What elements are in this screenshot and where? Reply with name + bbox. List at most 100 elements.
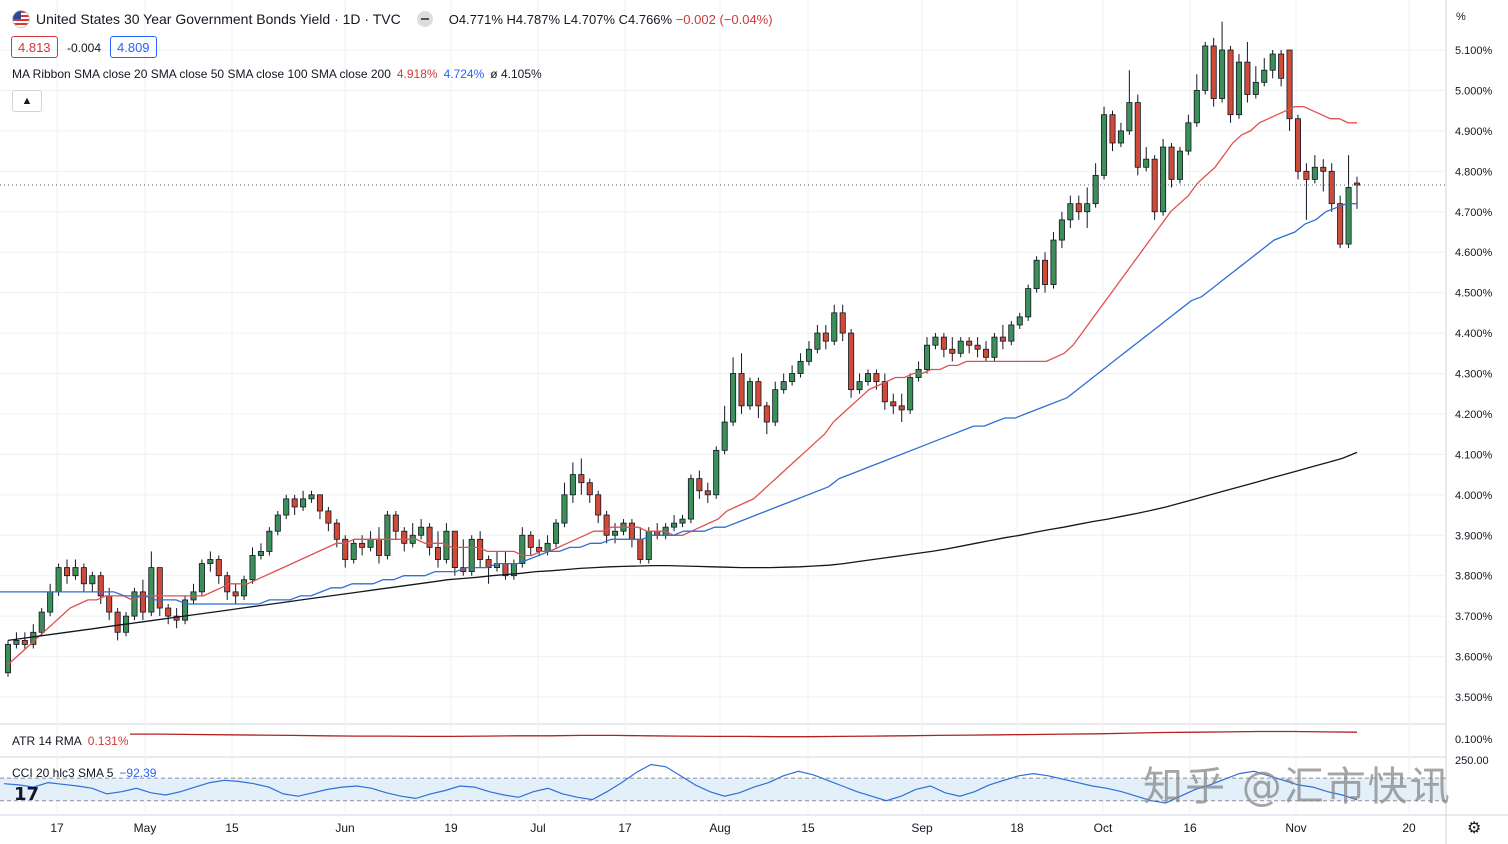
y-tick-label: 4.700%: [1455, 207, 1493, 219]
candle-body: [569, 474, 576, 496]
candle-body: [595, 494, 602, 516]
candle-body: [890, 401, 897, 407]
candle-body: [1345, 187, 1352, 245]
candle-body: [55, 567, 62, 593]
candle-body: [350, 542, 357, 560]
candle-body: [426, 526, 433, 548]
candle-body: [704, 490, 711, 496]
candle-body: [1202, 45, 1209, 91]
x-tick-label: Oct: [1094, 821, 1113, 835]
candle-body: [839, 312, 846, 334]
candle-body: [932, 336, 939, 346]
candle-body: [232, 591, 239, 597]
tradingview-logo[interactable]: 17: [14, 784, 40, 805]
candle-body: [1176, 150, 1183, 180]
candle-body: [881, 381, 888, 403]
cci-value: −92.39: [119, 766, 157, 780]
ma-line-1: [0, 203, 1357, 605]
symbol-title[interactable]: United States 30 Year Government Bonds Y…: [36, 11, 401, 27]
candle-body: [907, 377, 914, 411]
gear-icon[interactable]: ⚙: [1467, 820, 1482, 837]
candle-body: [966, 340, 973, 346]
candle-body: [249, 555, 256, 581]
y-tick-label: 4.300%: [1455, 369, 1493, 381]
buy-price-box[interactable]: 4.809: [110, 36, 157, 58]
candle-body: [367, 538, 374, 548]
candle-body: [21, 639, 28, 645]
us-flag-icon: [12, 10, 30, 28]
candle-body: [375, 538, 382, 556]
x-tick-label: Aug: [709, 821, 730, 835]
candle-body: [797, 360, 804, 374]
candle-body: [738, 373, 745, 407]
candle-body: [1337, 203, 1344, 245]
candle-body: [1219, 49, 1226, 99]
candle-body: [1050, 239, 1057, 285]
y-tick-label: 3.800%: [1455, 571, 1493, 583]
candle-body: [687, 478, 694, 520]
candle-body: [561, 494, 568, 524]
atr-label: ATR 14 RMA: [12, 734, 82, 748]
atr-value: 0.131%: [87, 734, 129, 748]
ma-ribbon-legend[interactable]: MA Ribbon SMA close 20 SMA close 50 SMA …: [12, 67, 542, 81]
x-tick-label: 17: [618, 821, 632, 835]
candle-body: [1185, 122, 1192, 152]
ma-ribbon-label: MA Ribbon SMA close 20 SMA close 50 SMA …: [12, 67, 391, 81]
candle-body: [114, 611, 121, 633]
candle-body: [553, 522, 560, 544]
candle-body: [13, 639, 20, 645]
candle-body: [999, 336, 1006, 342]
collapse-legend-button[interactable]: ▲: [12, 90, 42, 112]
x-tick-label: Nov: [1285, 821, 1306, 835]
watermark-text: 知乎 @汇市快讯: [1143, 764, 1452, 810]
candle-body: [898, 405, 905, 411]
candle-body: [325, 510, 332, 524]
candle-body: [198, 563, 205, 593]
candle-body: [679, 518, 686, 524]
candle-body: [1320, 166, 1327, 172]
candle-body: [434, 546, 442, 560]
candle-body: [300, 498, 307, 508]
x-tick-label: 19: [444, 821, 458, 835]
candle-body: [1168, 146, 1175, 180]
candle-body: [156, 567, 163, 609]
candle-body: [468, 538, 475, 573]
candle-body: [1134, 102, 1141, 168]
cci-axis-label: 250.00: [1455, 755, 1489, 767]
candle-body: [789, 373, 796, 382]
candle-body: [1328, 170, 1335, 205]
candle-body: [1033, 259, 1040, 289]
cci-legend[interactable]: CCI 20 hlc3 SMA 5 −92.39: [12, 766, 156, 780]
candle-body: [1160, 146, 1167, 213]
candle-body: [637, 538, 644, 560]
minimize-icon[interactable]: [416, 11, 433, 27]
candle-body: [1286, 49, 1293, 120]
x-tick-label: 18: [1010, 821, 1024, 835]
candle-body: [1016, 316, 1023, 326]
candle-body: [1294, 118, 1301, 172]
candle-body: [333, 522, 340, 540]
candle-body: [831, 312, 838, 342]
x-tick-label: Jul: [530, 821, 545, 835]
sma20-value: 4.918%: [396, 67, 438, 81]
candle-body: [1092, 174, 1099, 205]
candle-body: [384, 514, 391, 556]
candle-body: [80, 567, 87, 585]
low-value: L4.707%: [563, 11, 615, 27]
candle-body: [72, 567, 79, 577]
change-value: −0.002 (−0.04%): [675, 11, 773, 27]
candle-body: [1244, 61, 1251, 95]
candle-body: [805, 348, 812, 362]
candle-body: [696, 478, 703, 492]
candle-body: [713, 449, 720, 496]
x-tick-label: Jun: [335, 821, 354, 835]
candle-body: [266, 530, 273, 552]
sma200-value: 4.105%: [500, 67, 542, 81]
sell-price-box[interactable]: 4.813: [11, 36, 58, 58]
candle-body: [983, 348, 990, 358]
atr-legend[interactable]: ATR 14 RMA 0.131%: [12, 734, 129, 748]
candle-body: [1025, 288, 1032, 318]
candle-body: [949, 348, 956, 354]
candle-body: [957, 340, 964, 354]
